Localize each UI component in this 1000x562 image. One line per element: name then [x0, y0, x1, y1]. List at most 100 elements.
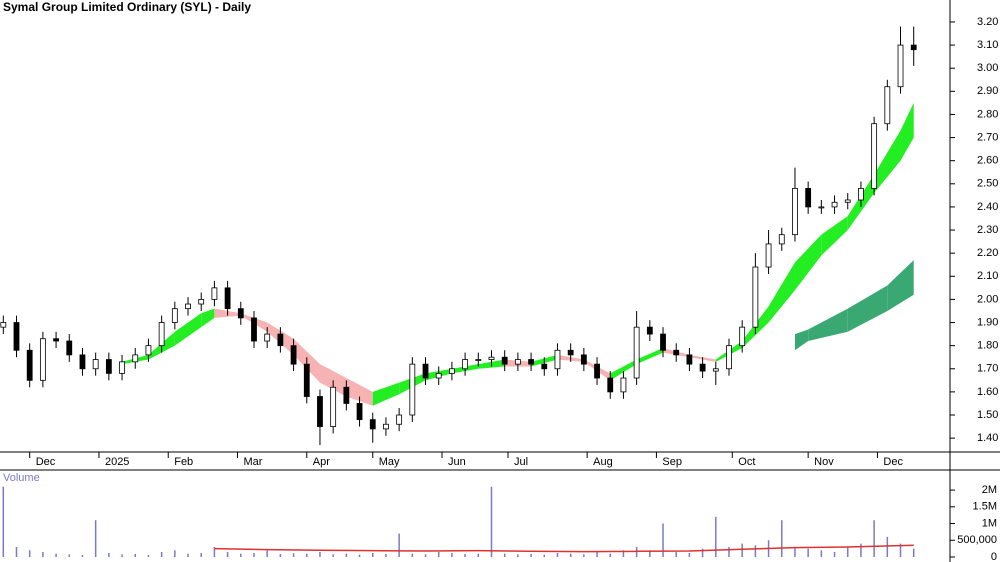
y-tick-label: 3.10	[977, 39, 998, 51]
volume-bar	[292, 553, 295, 557]
volume-bar	[503, 553, 506, 557]
volume-bar	[846, 546, 849, 557]
candle-body	[449, 368, 455, 374]
candle-body	[290, 345, 297, 365]
x-tick-label: Mar	[244, 456, 263, 468]
volume-bar	[662, 523, 664, 557]
volume-bar	[411, 553, 414, 557]
volume-bar	[754, 545, 757, 557]
volume-bar	[28, 550, 31, 557]
volume-bar	[94, 520, 97, 557]
volume-bar	[345, 553, 348, 557]
volume-bar	[451, 552, 453, 557]
volume-bar	[899, 543, 902, 557]
volume-bar	[569, 553, 572, 557]
volume-bar	[794, 546, 796, 557]
candle-body	[145, 345, 152, 356]
candle-body	[673, 349, 680, 356]
candle-body	[422, 363, 429, 379]
volume-bar	[266, 550, 268, 557]
y-tick-label: 1.80	[977, 340, 998, 352]
x-tick-label: Jun	[448, 456, 466, 468]
volume-bar	[306, 553, 308, 557]
ribbon-segment	[794, 234, 822, 291]
volume-bar	[583, 554, 585, 557]
ribbon-segment	[636, 347, 664, 365]
volume-bar	[886, 536, 889, 557]
y-tick-label: 2.20	[977, 247, 998, 259]
volume-bar	[701, 548, 704, 557]
x-tick-label: Jul	[514, 456, 528, 468]
candle-body	[514, 359, 521, 365]
candle-body	[897, 44, 904, 88]
ribbon-segment	[346, 378, 373, 406]
candle-body	[620, 377, 627, 393]
volume-bar	[477, 553, 480, 557]
candle-body	[0, 322, 7, 328]
volume-bar	[490, 486, 493, 557]
volume-bar	[121, 554, 123, 557]
candle-body	[264, 333, 271, 342]
volume-bar	[253, 552, 255, 557]
candle-body	[778, 234, 785, 245]
candle-body	[475, 359, 482, 361]
candle-body	[541, 363, 548, 370]
x-tick-label: Feb	[174, 456, 193, 468]
volume-bar	[279, 553, 282, 557]
candle-body	[171, 308, 178, 323]
candle-body	[66, 340, 73, 356]
volume-bar	[622, 550, 625, 557]
candle-body	[607, 377, 614, 393]
candle-body	[462, 359, 469, 370]
volume-bar	[873, 520, 875, 557]
volume-bar	[134, 553, 136, 557]
y-tick-label: 500,000	[957, 534, 997, 546]
candle-body	[844, 199, 851, 203]
volume-bar	[556, 552, 559, 557]
chart-title: Symal Group Limited Ordinary (SYL) - Dai…	[3, 0, 251, 14]
candle-body	[805, 188, 812, 208]
y-tick-label: 1M	[982, 517, 997, 529]
ribbon-segment	[847, 285, 888, 332]
candle-body	[501, 356, 508, 365]
candle-body	[211, 287, 218, 300]
y-tick-label: 2.30	[977, 224, 998, 236]
volume-bar	[464, 553, 466, 557]
candle-body	[119, 361, 125, 374]
x-tick-label: 2025	[105, 456, 129, 468]
candle-body	[13, 322, 20, 351]
volume-bar	[371, 552, 374, 557]
volume-bar	[332, 554, 334, 557]
candle-body	[198, 299, 205, 305]
ribbon-segment	[201, 308, 215, 328]
candle-body	[303, 363, 310, 397]
candle-body	[660, 333, 666, 351]
y-tick-label: 2.60	[977, 155, 998, 167]
volume-bar	[543, 554, 546, 557]
y-tick-label: 3.00	[977, 62, 998, 74]
volume-bar	[385, 553, 387, 557]
volume-bar	[609, 553, 611, 557]
y-tick-label: 0	[991, 551, 997, 562]
x-tick-label: Aug	[593, 456, 613, 468]
y-tick-label: 1.5M	[973, 501, 997, 513]
volume-bar	[675, 551, 677, 557]
volume-bar	[42, 551, 44, 557]
ribbon-segment	[900, 102, 914, 161]
ribbon-segment	[768, 262, 795, 323]
candle-body	[356, 403, 363, 421]
ribbon-segment	[610, 359, 637, 381]
candle-body	[396, 414, 403, 425]
candle-body	[594, 363, 600, 379]
candle-body	[132, 354, 139, 363]
volume-bar	[240, 553, 242, 557]
volume-bar	[715, 516, 717, 557]
volume-title: Volume	[3, 472, 40, 484]
volume-bar	[174, 550, 176, 557]
y-tick-label: 2.10	[977, 270, 998, 282]
ribbon-segment	[174, 313, 202, 346]
candle-body	[858, 188, 864, 201]
volume-bar	[68, 554, 71, 557]
candle-body	[105, 359, 112, 374]
